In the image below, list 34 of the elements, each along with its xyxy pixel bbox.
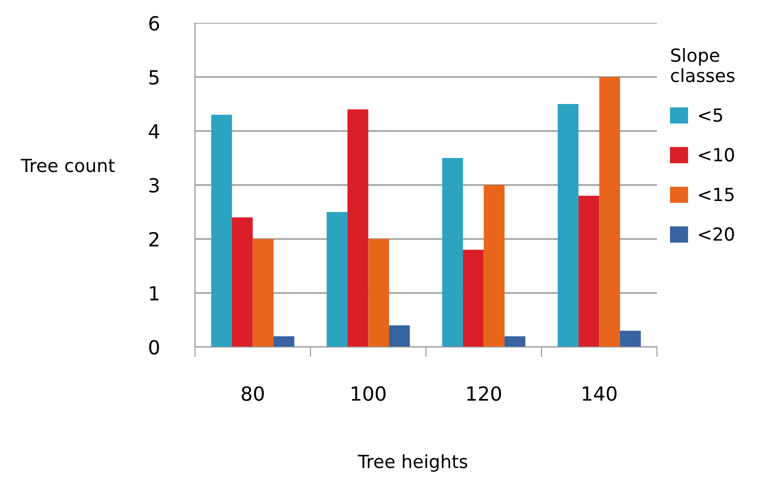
y-tick-label: 2 — [149, 232, 158, 246]
bar — [389, 325, 410, 347]
legend-label: <20 — [698, 227, 734, 241]
y-tick-label: 4 — [148, 124, 160, 138]
y-tick-label: 1 — [150, 286, 158, 300]
bar — [620, 330, 641, 347]
x-axis-title: Tree heights — [358, 454, 468, 472]
bar — [252, 239, 274, 347]
bar — [462, 250, 484, 347]
legend-label: <10 — [698, 148, 734, 162]
bar — [347, 109, 368, 347]
legend-title: Slope classes — [670, 48, 734, 82]
bar — [504, 336, 526, 347]
bar — [232, 217, 253, 347]
y-tick-label: 5 — [149, 70, 159, 85]
x-tick-label: 80 — [242, 386, 264, 401]
legend-label: <5 — [698, 108, 722, 122]
y-tick-label: 0 — [149, 340, 159, 355]
y-axis-title: Tree count — [20, 158, 115, 172]
bar — [578, 196, 600, 347]
bar — [368, 239, 390, 347]
y-tick-label: 6 — [149, 16, 160, 31]
legend-label: <15 — [698, 188, 734, 202]
bar — [442, 158, 463, 347]
bar — [326, 212, 348, 347]
bar — [599, 77, 620, 347]
bar — [274, 336, 294, 347]
y-tick-label: 3 — [149, 178, 159, 193]
x-tick-label: 120 — [467, 386, 502, 401]
bar — [211, 114, 232, 347]
bar — [558, 104, 578, 347]
x-tick-label: 140 — [582, 386, 617, 401]
x-tick-label: 100 — [352, 386, 386, 401]
bar — [484, 185, 505, 347]
